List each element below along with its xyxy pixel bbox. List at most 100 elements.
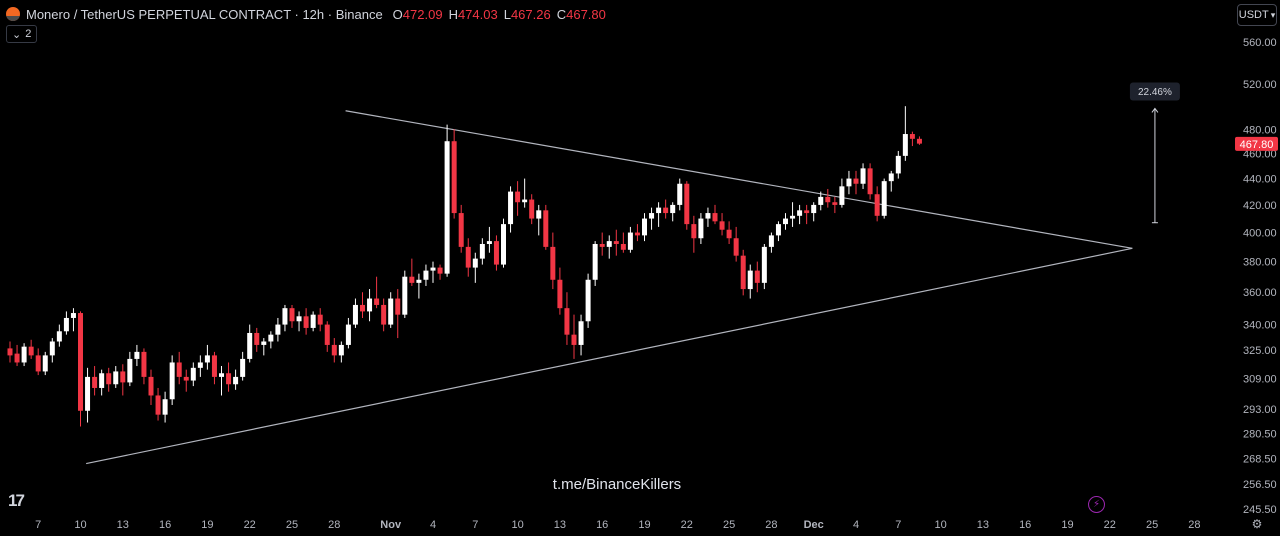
candle-body [240, 358, 246, 377]
candle [360, 292, 365, 318]
candle [472, 252, 478, 283]
candle-body [254, 332, 260, 345]
measure-tool[interactable]: 22.46% [1129, 82, 1180, 224]
candle-body [21, 346, 27, 363]
candle [275, 317, 281, 342]
candle-body [367, 298, 373, 312]
candle [141, 348, 147, 385]
candle [909, 131, 915, 147]
time-tick-label: 19 [1061, 519, 1073, 531]
candle-body [374, 298, 380, 305]
candle [557, 267, 563, 315]
last-price-tag [1235, 136, 1278, 151]
ohlc-open-key: O [392, 6, 403, 22]
candle [303, 308, 309, 335]
candle [444, 124, 450, 277]
price-tick-label: 245.50 [1243, 504, 1277, 516]
candle [790, 202, 796, 227]
time-axis[interactable]: 7 10 13 16 19 22 25 28 Nov 4 7 10 13 16 19 22 25 28 Dec 4 7 1… [35, 519, 1200, 531]
price-axis[interactable]: 560.00 520.00 480.00 460.00 440.00 420.00 400.… [1235, 37, 1278, 516]
candle-body [162, 399, 168, 415]
candle-body [226, 373, 232, 385]
candle [564, 292, 570, 345]
candle [247, 324, 253, 363]
indicators-toggle-button[interactable]: ⌄ 2 [6, 25, 38, 43]
candle-body [712, 213, 718, 222]
time-tick-label: 16 [159, 519, 171, 531]
candle [783, 213, 788, 230]
candle-body [211, 355, 217, 377]
candle [775, 221, 781, 242]
candle [663, 199, 669, 219]
candle-body [846, 178, 852, 187]
currency-select-button[interactable]: USDT ▾ [1237, 4, 1277, 26]
gear-icon[interactable]: ⚙ [1251, 517, 1263, 531]
candle [691, 215, 697, 253]
candle-body [536, 210, 542, 219]
candle [818, 191, 824, 211]
candle-body [465, 246, 471, 268]
candle-body [663, 207, 669, 214]
candle [324, 321, 330, 352]
candle [70, 308, 76, 332]
candle-body [85, 376, 91, 411]
candle [92, 366, 98, 396]
candle-body [141, 351, 147, 377]
candle-body [204, 355, 210, 363]
candle-body [338, 344, 344, 356]
candle-body [832, 202, 838, 205]
candle [331, 338, 337, 363]
candle [529, 194, 535, 225]
time-tick-label: 19 [638, 519, 650, 531]
time-tick-label: 28 [1188, 519, 1200, 531]
ohlc-low-key: L [503, 6, 511, 22]
candle-body [634, 232, 640, 236]
candle-body [345, 324, 351, 345]
candle [437, 264, 443, 280]
time-tick-label: 25 [723, 519, 735, 531]
candle-body [352, 304, 358, 325]
candle-body [691, 224, 697, 239]
candle-body [261, 341, 267, 345]
candle [881, 178, 887, 219]
candle [465, 238, 471, 277]
candle-body [148, 376, 154, 396]
candle-body [853, 178, 859, 184]
candle [409, 258, 415, 286]
trendlines[interactable] [86, 110, 1133, 465]
candle-body [134, 351, 140, 359]
candle [78, 311, 83, 427]
candle-body [761, 246, 767, 283]
candle-body [839, 186, 845, 205]
candle [395, 289, 401, 339]
candle-body [895, 155, 901, 174]
candle-body [888, 173, 894, 182]
lower-trendline[interactable] [86, 247, 1133, 465]
upper-trendline[interactable] [345, 110, 1133, 249]
time-tick-label: 4 [853, 519, 859, 531]
candle-body [564, 308, 570, 335]
candle [28, 339, 34, 359]
candle-body [444, 141, 450, 274]
candle [134, 344, 140, 367]
candle [754, 261, 760, 293]
candle-body [42, 355, 48, 372]
candle-body [656, 207, 662, 214]
candle [402, 270, 408, 318]
symbol-title[interactable]: Monero / TetherUS PERPETUAL CONTRACT · 1… [26, 6, 383, 22]
candle [733, 226, 739, 262]
candle [627, 226, 633, 253]
candle-body [479, 243, 485, 259]
candle-body [113, 371, 119, 385]
candle [768, 232, 774, 253]
candle [486, 226, 492, 253]
candle [804, 204, 810, 225]
lightning-icon[interactable]: ⚡ [1088, 496, 1105, 513]
price-tick-label: 460.00 [1243, 148, 1277, 160]
candle [106, 367, 112, 392]
price-tick-label: 400.00 [1243, 228, 1277, 240]
candle [832, 196, 838, 214]
candle-body [818, 196, 824, 205]
candle-body [740, 255, 746, 290]
